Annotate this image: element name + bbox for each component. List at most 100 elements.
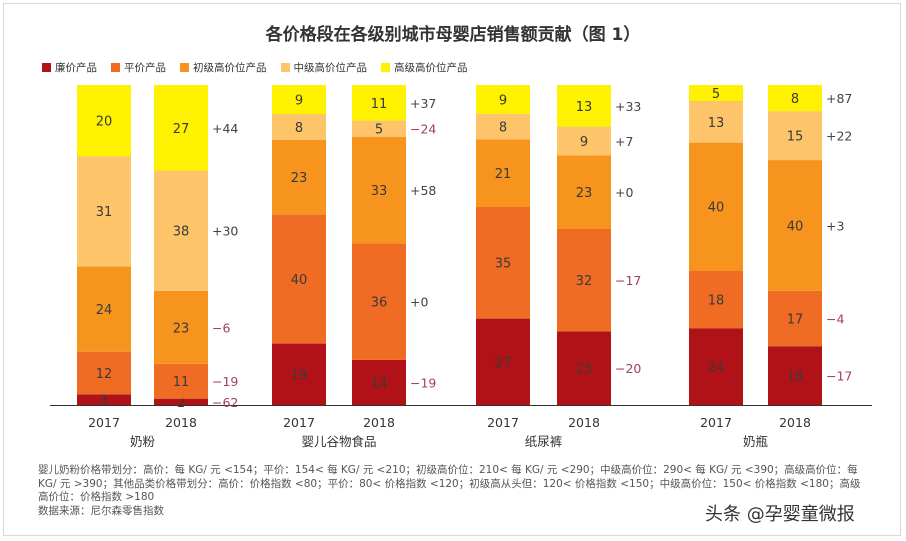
- bar-segment: [352, 120, 406, 137]
- legend-swatch: [180, 63, 189, 72]
- data-label: 9: [580, 135, 588, 150]
- legend: 廉价产品 平价产品 初级高价位产品 中级高价位产品 高级高价位产品: [42, 60, 468, 75]
- data-label: 13: [576, 100, 593, 115]
- bar-segment: [272, 139, 326, 215]
- data-label: 23: [291, 171, 308, 186]
- legend-swatch: [42, 63, 51, 72]
- bar-segment: [154, 290, 208, 364]
- change-label: +0: [410, 295, 428, 310]
- data-label: 23: [576, 362, 593, 377]
- data-label: 5: [375, 123, 383, 138]
- bar-segment: [476, 206, 530, 319]
- data-label: 21: [495, 167, 512, 182]
- bar-segment: [272, 343, 326, 405]
- bar-segment: [557, 229, 611, 332]
- data-label: 17: [787, 312, 804, 327]
- change-label: +33: [615, 99, 641, 114]
- data-label: 24: [96, 303, 113, 318]
- change-label: −6: [212, 320, 230, 335]
- data-label: 3: [100, 394, 108, 409]
- change-label: +7: [615, 134, 633, 149]
- change-label: −19: [410, 375, 436, 390]
- data-label: 27: [495, 356, 512, 371]
- bar-segment: [77, 85, 131, 157]
- bar-segment: [689, 142, 743, 271]
- legend-label: 初级高价位产品: [193, 62, 267, 74]
- data-label: 11: [371, 97, 388, 112]
- bar-segment: [689, 85, 743, 101]
- legend-swatch: [111, 63, 120, 72]
- data-label: 13: [708, 116, 725, 131]
- change-label: +37: [410, 96, 436, 111]
- year-tick-label: 2017: [700, 415, 732, 430]
- change-label: +0: [615, 185, 633, 200]
- data-label: 8: [499, 121, 507, 136]
- bar-segment: [476, 85, 530, 114]
- bar-segment: [77, 266, 131, 352]
- year-tick-label: 2017: [487, 415, 519, 430]
- data-label: 33: [371, 184, 388, 199]
- year-tick-label: 2018: [568, 415, 600, 430]
- data-label: 40: [787, 219, 804, 234]
- data-label: 8: [295, 121, 303, 136]
- bar-segment: [352, 136, 406, 244]
- frame: [3, 3, 901, 536]
- bar-segment: [689, 328, 743, 405]
- data-label: 14: [371, 376, 388, 391]
- category-label: 纸尿裤: [525, 434, 563, 449]
- bar-segment: [768, 111, 822, 161]
- bar-segment: [272, 85, 326, 115]
- change-label: +3: [826, 218, 844, 233]
- data-label: 36: [371, 296, 388, 311]
- bar-segment: [352, 85, 406, 121]
- year-tick-label: 2018: [165, 415, 197, 430]
- bar-segment: [557, 85, 611, 127]
- chart-title: 各价格段在各级别城市母婴店销售额贡献（图 1）: [265, 25, 641, 45]
- bar-segment: [77, 156, 131, 267]
- legend-label: 平价产品: [124, 62, 166, 74]
- bar-segment: [154, 363, 208, 399]
- watermark: 头条 @孕婴童微报: [705, 504, 855, 525]
- data-label: 27: [173, 122, 190, 137]
- year-tick-label: 2017: [283, 415, 315, 430]
- data-label: 9: [295, 94, 303, 109]
- bar-segment: [689, 270, 743, 329]
- legend-item: 中级高价位产品: [280, 60, 368, 75]
- change-label: −62: [212, 395, 238, 410]
- change-label: −17: [826, 369, 852, 384]
- bar-segment: [768, 160, 822, 291]
- bar-segment: [272, 114, 326, 140]
- bar-segment: [352, 359, 406, 405]
- data-label: 20: [96, 115, 113, 130]
- data-label: 35: [495, 257, 512, 272]
- category-label: 奶瓶: [743, 434, 768, 449]
- data-label: 9: [499, 93, 507, 108]
- footnote-source: 数据来源：尼尔森零售指数: [38, 504, 164, 517]
- legend-label: 廉价产品: [55, 62, 97, 74]
- bar-segment: [154, 85, 208, 171]
- change-label: +87: [826, 91, 852, 106]
- data-label: 23: [173, 321, 190, 336]
- data-label: 12: [96, 367, 113, 382]
- footnote-price-bands: 婴儿奶粉价格带划分：高价：每 KG/ 元 <154；平价：154< 每 KG/ …: [38, 464, 861, 503]
- change-label: −19: [212, 374, 238, 389]
- change-label: −24: [410, 122, 436, 137]
- data-label: 40: [291, 273, 308, 288]
- data-label: 5: [712, 87, 720, 102]
- change-label: +58: [410, 183, 436, 198]
- legend-item: 平价产品: [111, 60, 166, 75]
- legend-label: 中级高价位产品: [293, 62, 368, 74]
- year-tick-label: 2018: [363, 415, 395, 430]
- legend-label: 高级高价位产品: [394, 62, 468, 74]
- data-label: 23: [576, 186, 593, 201]
- bar-segment: [557, 126, 611, 156]
- change-label: −17: [615, 273, 641, 288]
- bar-segment: [768, 290, 822, 347]
- data-label: 38: [173, 225, 190, 240]
- data-label: 2: [177, 396, 185, 411]
- bar-segment: [352, 243, 406, 360]
- year-tick-label: 2018: [779, 415, 811, 430]
- data-label: 15: [787, 130, 804, 145]
- change-label: +30: [212, 224, 238, 239]
